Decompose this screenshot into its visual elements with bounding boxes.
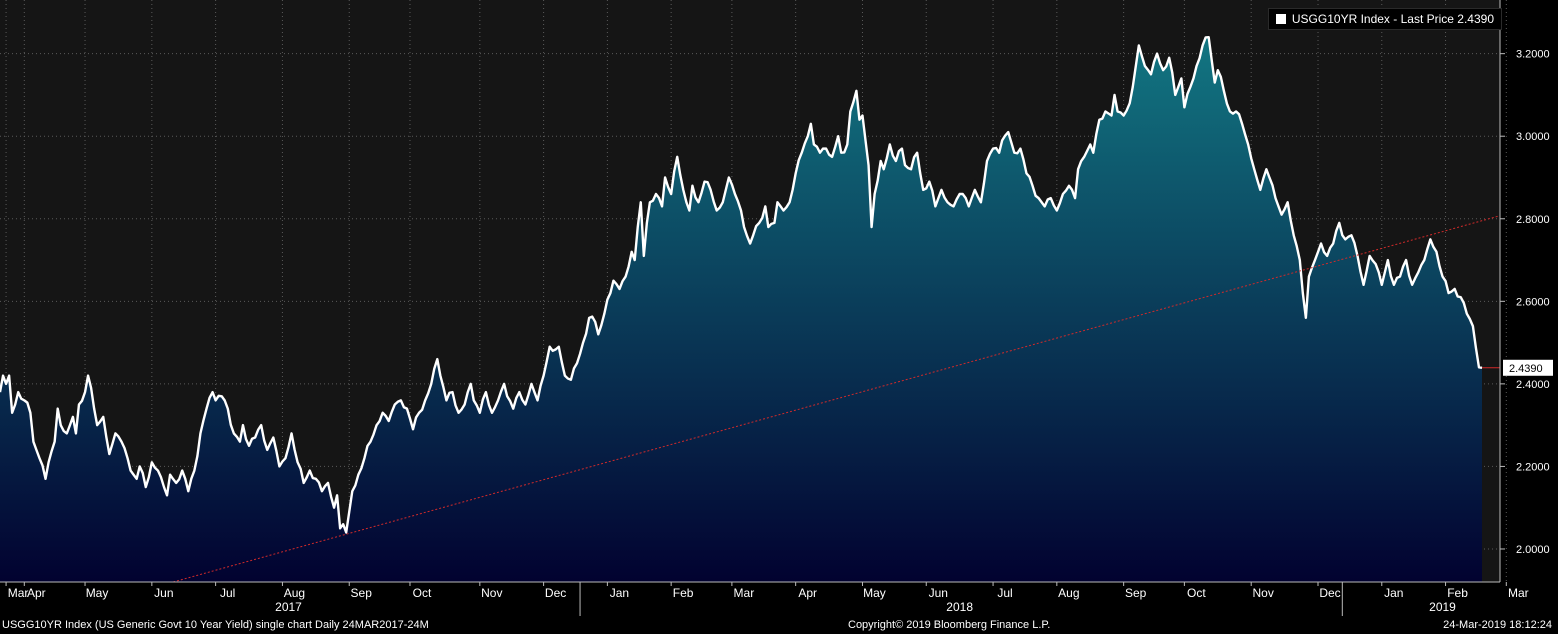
y-tick-label: 2.0000 [1516,544,1550,556]
x-tick-label: Apr [798,586,817,600]
y-tick-label: 2.4000 [1516,379,1550,391]
x-tick-label: Apr [27,586,46,600]
last-price-tag-background [1503,359,1553,376]
y-axis: 2.0000 2.2000 2.4000 2.6000 2.8000 3.0000 3.20… [1500,49,1550,556]
x-tick-label: Jan [1384,586,1403,600]
yield-line [0,35,1483,534]
x-tick-label: Sep [1125,586,1147,600]
footer-bar: USGG10YR Index (US Generic Govt 10 Year … [0,618,1558,634]
x-tick-label: Mar [1508,586,1529,600]
year-label: 2017 [275,600,302,614]
x-tick-label: Dec [1319,586,1340,600]
x-tick-label: Feb [1447,586,1468,600]
x-tick-label: Mar [8,586,29,600]
x-tick-label: Nov [1253,586,1274,600]
year-label: 2019 [1429,600,1456,614]
x-tick-label: Oct [413,586,432,600]
footer-description: USGG10YR Index (US Generic Govt 10 Year … [2,619,429,631]
x-tick-label: Jan [610,586,629,600]
x-tick-label: Jul [220,586,235,600]
y-tick-label: 2.6000 [1516,296,1550,308]
x-tick-label: May [863,586,886,600]
x-tick-label: Dec [545,586,566,600]
x-tick-label: Feb [673,586,694,600]
y-tick-label: 3.2000 [1516,49,1550,61]
year-label: 2018 [946,600,973,614]
x-tick-label: Mar [734,586,755,600]
footer-copyright: Copyright© 2019 Bloomberg Finance L.P. [848,619,1051,631]
chart: 2.0000 2.2000 2.4000 2.6000 2.8000 3.0000 3.20… [0,0,1553,616]
x-tick-label: Sep [351,586,373,600]
x-tick-label: Nov [481,586,502,600]
legend-label: USGG10YR Index - Last Price 2.4390 [1291,12,1494,26]
x-tick-label: Aug [284,586,305,600]
legend: USGG10YR Index - Last Price 2.4390 [1267,8,1502,30]
trend-line [172,215,1500,582]
x-tick-label: Jun [929,586,948,600]
y-tick-label: 2.2000 [1516,461,1550,473]
y-tick-label: 2.8000 [1516,214,1550,226]
y-tick-label: 3.0000 [1516,131,1550,143]
last-price-tag: 2.4390 [1503,359,1553,376]
footer-timestamp: 24-Mar-2019 18:12:24 [1443,619,1552,631]
yield-area [0,37,1482,582]
x-tick-label: Jul [997,586,1012,600]
x-tick-label: May [86,586,109,600]
x-tick-label: Aug [1058,586,1079,600]
legend-swatch [1275,14,1286,24]
x-tick-label: Jun [154,586,173,600]
last-price-value: 2.4390 [1509,363,1543,375]
x-tick-label: Oct [1187,586,1206,600]
